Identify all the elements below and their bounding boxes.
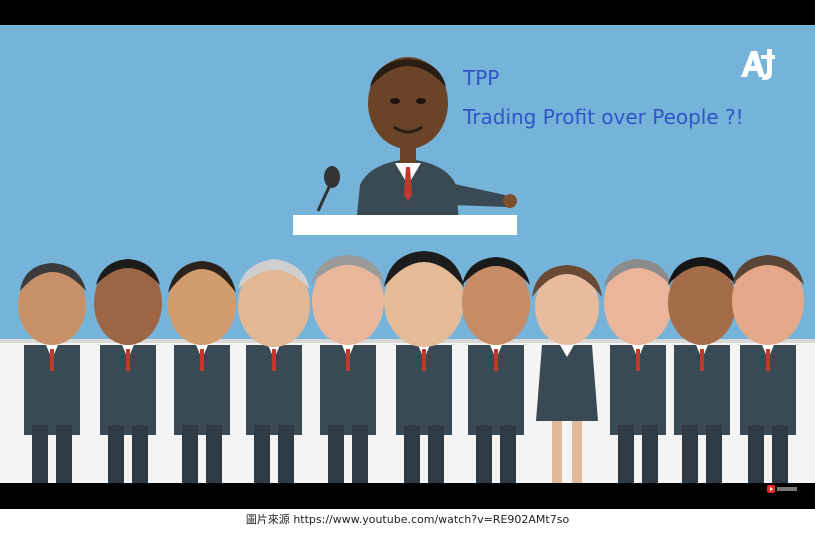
leader-figure-5 — [312, 255, 384, 483]
leader-figure-2 — [94, 259, 162, 483]
image-source-caption: 圖片來源 https://www.youtube.com/watch?v=RE9… — [0, 511, 815, 527]
leader-figure-7 — [462, 257, 530, 483]
leader-figure-9 — [604, 259, 672, 483]
leader-figure-8 — [532, 265, 602, 483]
leader-figure-11 — [732, 255, 804, 483]
leader-figure-4 — [238, 259, 310, 483]
headline: TPP Trading Profit over People ?! — [463, 59, 744, 137]
leader-figure-3 — [168, 261, 236, 483]
leader-figure-1 — [18, 263, 86, 483]
leaders-row — [18, 251, 804, 483]
caption-prefix: 圖片來源 — [245, 513, 290, 526]
podium — [293, 215, 517, 235]
headline-line2: Trading Profit over People ?! — [463, 105, 744, 129]
leader-figure-6 — [384, 251, 464, 483]
headline-line1: TPP — [463, 66, 500, 90]
caption-url[interactable]: https://www.youtube.com/watch?v=RE902AMt… — [293, 513, 570, 526]
aj-plus-logo-icon — [741, 49, 775, 80]
youtube-logo-icon — [767, 485, 797, 493]
cartoon-scene: TPP Trading Profit over People ?! — [0, 25, 815, 483]
leader-figure-10 — [668, 257, 736, 483]
